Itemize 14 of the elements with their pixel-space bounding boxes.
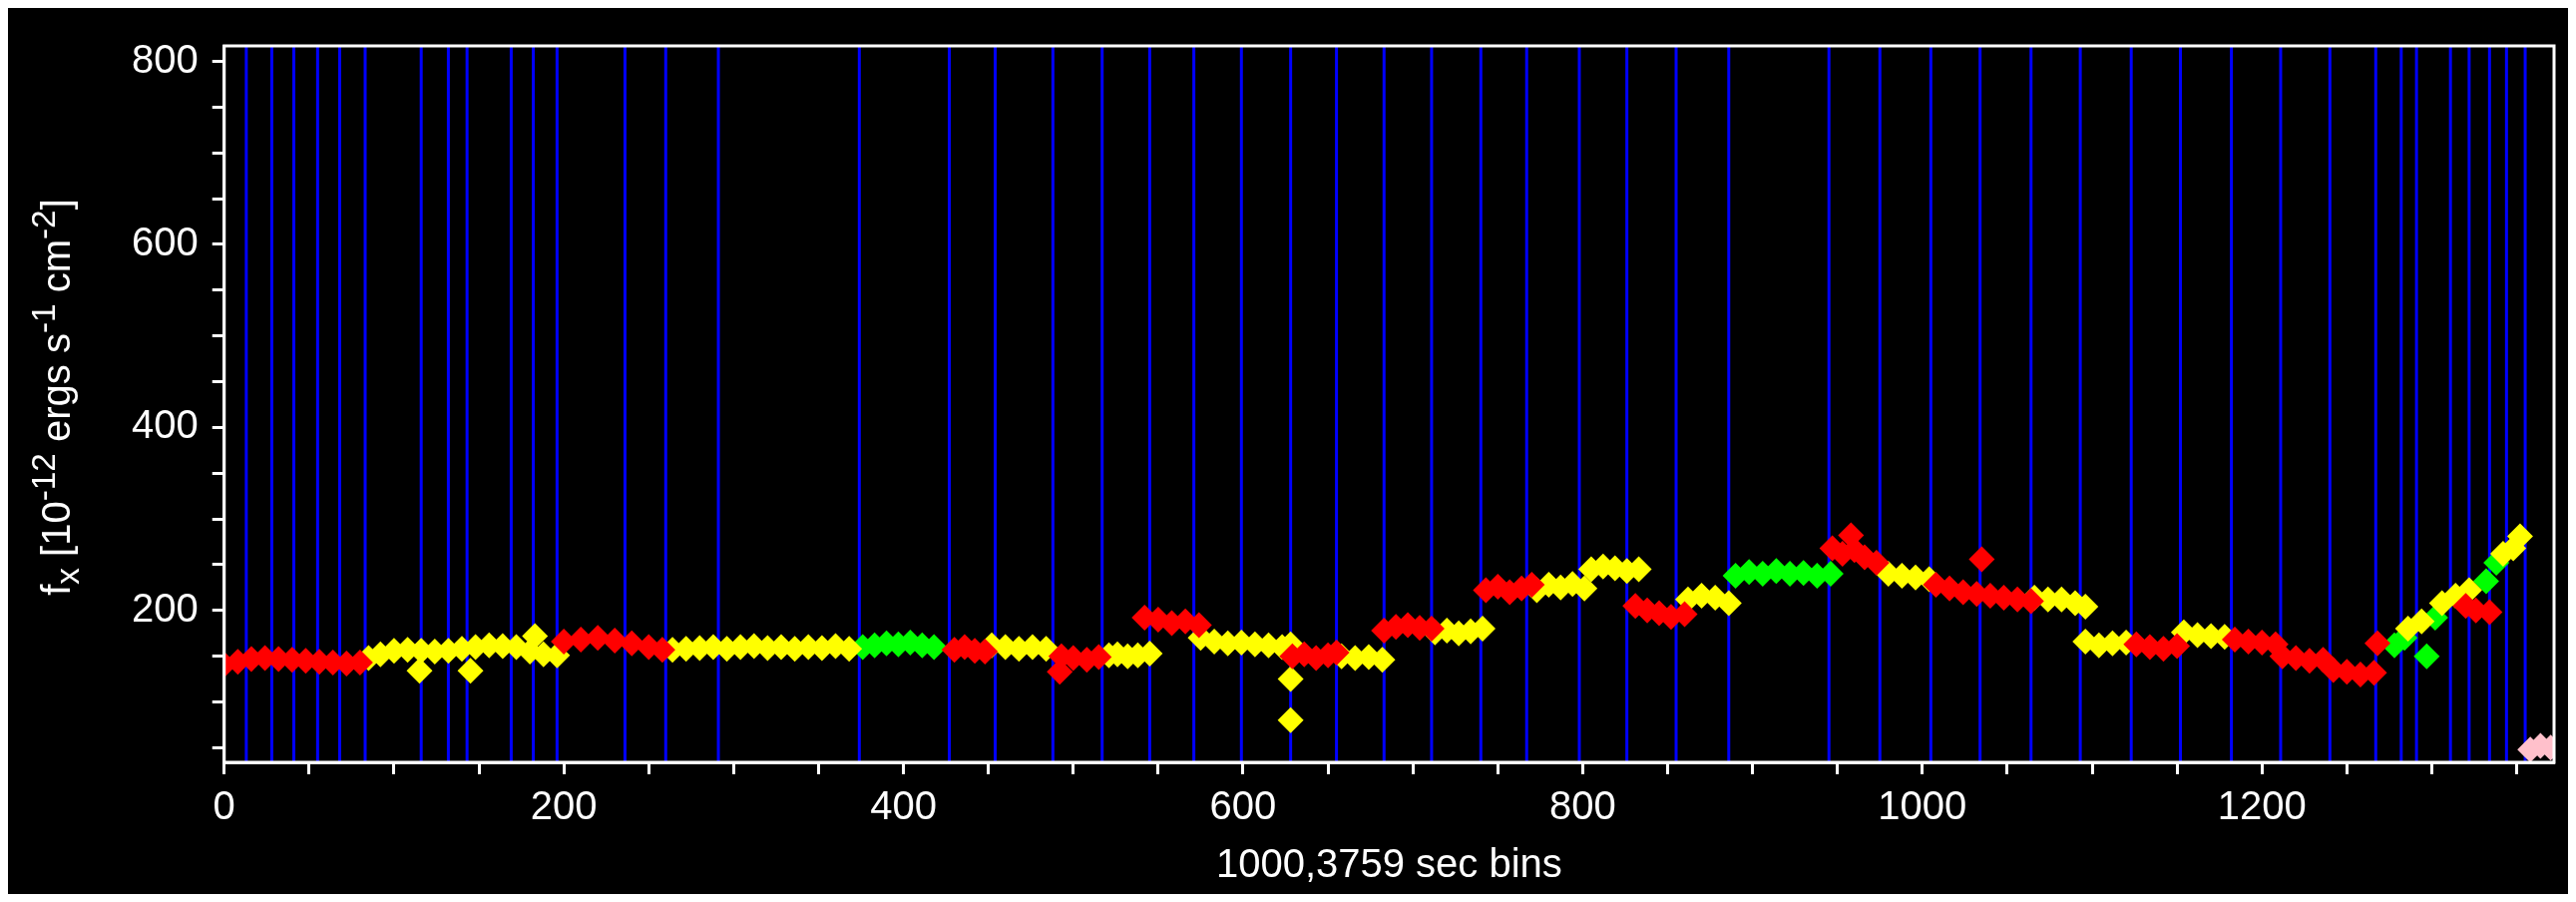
x-tick-label: 400 <box>870 783 937 828</box>
y-tick-label: 600 <box>131 220 199 264</box>
x-tick-label: 1200 <box>2217 783 2307 828</box>
y-tick-label: 800 <box>131 36 199 81</box>
point <box>2413 643 2440 670</box>
x-tick-label: 600 <box>1209 783 1277 828</box>
point <box>2472 568 2499 595</box>
x-axis-title: 1000,3759 sec bins <box>1215 841 1562 886</box>
x-tick-label: 0 <box>213 783 235 828</box>
x-tick-label: 1000 <box>1878 783 1967 828</box>
y-tick-label: 200 <box>131 585 199 630</box>
x-tick-label: 800 <box>1549 783 1616 828</box>
y-tick-label: 400 <box>131 402 199 447</box>
x-tick-label: 200 <box>530 783 598 828</box>
